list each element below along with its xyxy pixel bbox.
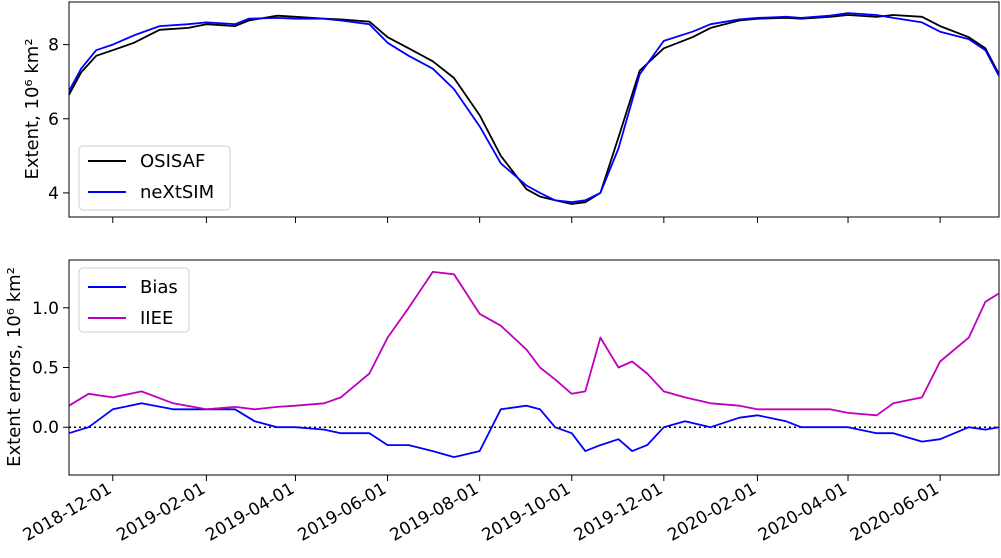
legend-label-osisaf: OSISAF [140,151,205,172]
series-line-osisaf [68,14,1000,205]
errors-lines [68,270,1000,459]
errors-legend: Bias IIEE [78,267,190,333]
y-tick-label: 8 [48,36,59,56]
y-tick-label: 4 [48,184,59,204]
errors-panel: 0.0 0.5 1.0 Extent errors, 10⁶ km² Bias II… [4,259,1000,481]
extent-lines [68,12,1000,205]
legend-label-bias: Bias [140,277,178,298]
extent-panel: 4 6 8 Extent, 10⁶ km² OSISAF neXtSIM [22,1,1000,223]
extent-y-axis-label: Extent, 10⁶ km² [22,38,43,179]
errors-y-ticks: 0.0 0.5 1.0 [32,299,69,438]
y-tick-label: 0.0 [32,418,59,438]
errors-y-axis-label: Extent errors, 10⁶ km² [4,267,25,467]
series-line-iiee [68,270,1000,417]
x-tick-label: 2018-12-01 [20,479,116,546]
legend-label-iiee: IIEE [140,308,173,329]
y-tick-label: 6 [48,110,59,130]
extent-legend: OSISAF neXtSIM [78,145,231,211]
errors-x-ticks [112,475,941,481]
x-tick-label: 2019-10-01 [479,479,575,546]
x-tick-label: 2020-06-01 [847,479,943,546]
extent-plot-frame [68,1,1000,218]
x-tick-label: 2020-04-01 [755,479,851,546]
x-tick-label: 2019-08-01 [387,479,483,546]
extent-y-ticks: 4 6 8 [48,36,69,204]
errors-legend-box [78,267,190,333]
extent-x-ticks [112,217,941,223]
y-tick-label: 1.0 [32,299,59,319]
x-tick-label: 2019-02-01 [113,479,209,546]
legend-label-nextsim: neXtSIM [140,182,214,203]
errors-plot-frame [68,259,1000,476]
x-tick-label: 2019-04-01 [202,479,298,546]
date-tick-labels: 2018-12-012019-02-012019-04-012019-06-01… [20,479,943,546]
x-tick-label: 2019-12-01 [571,479,667,546]
series-line-nextsim [68,12,1000,204]
y-tick-label: 0.5 [32,359,59,379]
x-tick-label: 2019-06-01 [294,479,390,546]
x-tick-label: 2020-02-01 [664,479,760,546]
series-line-bias [68,402,1000,459]
